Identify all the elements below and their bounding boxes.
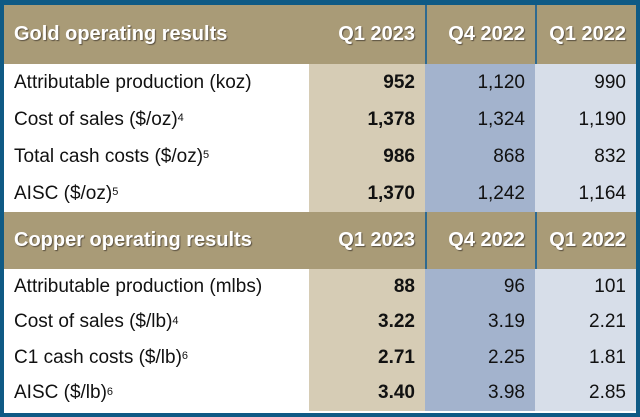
row-label: C1 cash costs ($/lb) 6: [4, 340, 309, 376]
section-title: Gold operating results: [4, 5, 309, 64]
value-cell: 1,370: [309, 175, 425, 212]
value-cell: 1,120: [425, 64, 535, 101]
footnote-marker: 5: [112, 186, 119, 198]
value-cell: 3.22: [309, 304, 425, 340]
value-cell: 2.71: [309, 340, 425, 376]
value-cell: 2.21: [535, 304, 636, 340]
value-cell: 1,164: [535, 175, 636, 212]
row-label: AISC ($/lb) 6: [4, 375, 309, 411]
row-label-text: AISC ($/oz): [14, 182, 113, 204]
value-cell: 3.40: [309, 375, 425, 411]
footnote-marker: 4: [172, 314, 179, 327]
column-header: Q1 2022: [535, 212, 636, 269]
row-label-text: Cost of sales ($/oz): [14, 108, 178, 130]
row-label: AISC ($/oz) 5: [4, 175, 309, 212]
row-label-text: Attributable production (koz): [14, 71, 252, 93]
value-cell: 3.19: [425, 304, 535, 340]
value-cell: 986: [309, 138, 425, 175]
value-cell: 832: [535, 138, 636, 175]
operating-results-table: Gold operating results Q1 2023 Q4 2022 Q1 2…: [4, 5, 636, 413]
value-cell: 2.85: [535, 375, 636, 411]
value-cell: 1,242: [425, 175, 535, 212]
row-label-text: C1 cash costs ($/lb): [14, 346, 182, 368]
value-cell: 96: [425, 269, 535, 305]
value-cell: 1,378: [309, 101, 425, 138]
row-label: Total cash costs ($/oz) 5: [4, 138, 309, 175]
section-title: Copper operating results: [4, 212, 309, 269]
value-cell: 1,190: [535, 101, 636, 138]
column-header: Q1 2023: [309, 212, 425, 269]
row-label: Cost of sales ($/lb) 4: [4, 304, 309, 340]
value-cell: 2.25: [425, 340, 535, 376]
value-cell: 1.81: [535, 340, 636, 376]
row-label: Cost of sales ($/oz) 4: [4, 101, 309, 138]
row-label-text: AISC ($/lb): [14, 382, 107, 404]
column-header: Q4 2022: [425, 5, 535, 64]
value-cell: 101: [535, 269, 636, 305]
column-header: Q1 2023: [309, 5, 425, 64]
row-label-text: Attributable production (mlbs): [14, 275, 263, 297]
value-cell: 3.98: [425, 375, 535, 411]
value-cell: 952: [309, 64, 425, 101]
row-label: Attributable production (koz): [4, 64, 309, 101]
column-header: Q4 2022: [425, 212, 535, 269]
value-cell: 990: [535, 64, 636, 101]
footnote-marker: 4: [177, 112, 184, 124]
row-label: Attributable production (mlbs): [4, 269, 309, 305]
value-cell: 868: [425, 138, 535, 175]
value-cell: 88: [309, 269, 425, 305]
footnote-marker: 6: [106, 385, 114, 398]
value-cell: 1,324: [425, 101, 535, 138]
row-label-text: Cost of sales ($/lb): [14, 311, 173, 333]
footnote-marker: 5: [203, 149, 210, 161]
row-label-text: Total cash costs ($/oz): [14, 145, 204, 167]
footnote-marker: 6: [181, 350, 189, 363]
column-header: Q1 2022: [535, 5, 636, 64]
